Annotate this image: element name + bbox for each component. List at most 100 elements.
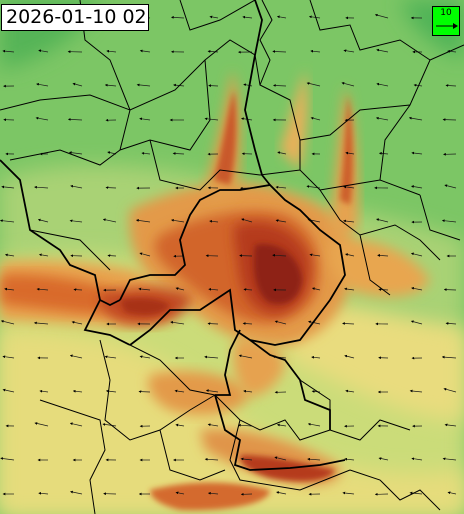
wind-arrow-icon — [345, 389, 355, 393]
wind-arrow-icon — [72, 389, 83, 393]
wind-arrow-icon — [139, 117, 151, 121]
wind-arrow-icon — [307, 457, 321, 461]
wind-arrow-icon — [38, 491, 49, 495]
wind-arrow-icon — [175, 287, 185, 291]
wind-arrow-icon — [310, 116, 321, 121]
wind-scale-legend: 10 — [432, 6, 460, 36]
wind-arrow-icon — [170, 320, 185, 325]
wind-arrow-icon — [38, 253, 49, 257]
wind-arrow-icon — [33, 321, 49, 325]
wind-arrow-icon — [70, 490, 83, 495]
wind-arrow-icon — [102, 218, 117, 223]
wind-arrow-icon — [311, 287, 321, 291]
wind-arrow-icon — [170, 16, 185, 19]
wind-arrow-icon — [139, 49, 151, 53]
wind-arrow-icon — [207, 423, 219, 427]
wind-arrow-icon — [1, 185, 15, 189]
wind-arrow-icon — [35, 116, 49, 121]
wind-arrow-icon — [237, 423, 253, 427]
wind-arrow-icon — [410, 320, 423, 325]
wind-arrow-icon — [376, 82, 389, 87]
wind-arrow-icon — [141, 151, 151, 155]
wind-arrow-icon — [345, 151, 355, 155]
wind-arrow-icon — [105, 389, 117, 393]
wind-arrow-icon — [34, 422, 49, 427]
wind-arrow-icon — [207, 491, 219, 495]
wind-arrow-icon — [104, 355, 117, 359]
wind-arrow-icon — [447, 491, 457, 495]
wind-arrow-icon — [2, 388, 15, 393]
wind-arrow-icon — [175, 423, 185, 427]
wind-arrow-icon — [172, 152, 185, 155]
wind-arrow-icon — [4, 287, 15, 291]
wind-arrow-icon — [276, 491, 287, 495]
wind-arrow-icon — [106, 49, 117, 53]
wind-arrow-icon — [341, 82, 355, 87]
timestamp-label: 2026-01-10 02 — [1, 4, 149, 31]
wind-arrow-icon — [0, 219, 15, 223]
wind-arrow-icon — [444, 423, 457, 427]
wind-arrow-icon — [2, 49, 15, 53]
wind-arrow-icon — [138, 287, 151, 291]
wind-arrow-icon — [277, 151, 287, 155]
wind-arrow-icon — [136, 83, 151, 87]
wind-arrow-icon — [442, 457, 457, 461]
wind-arrow-icon — [342, 322, 355, 325]
wind-arrow-icon — [139, 252, 151, 257]
wind-arrow-icon — [411, 286, 423, 291]
wind-arrow-icon — [408, 116, 423, 121]
wind-arrow-icon — [376, 48, 389, 53]
wind-arrow-icon — [69, 422, 83, 427]
wind-arrow-icon — [204, 117, 219, 121]
wind-arrow-icon — [441, 219, 457, 223]
wind-arrow-icon — [378, 457, 389, 461]
wind-arrow-icon — [0, 457, 15, 461]
wind-arrow-icon — [445, 322, 457, 325]
wind-arrow-icon — [242, 15, 253, 19]
wind-arrow-icon — [71, 321, 83, 325]
wind-arrow-icon — [375, 116, 389, 121]
wind-arrow-icon — [36, 82, 49, 87]
wind-arrow-icon — [276, 15, 287, 19]
wind-arrow-icon — [2, 355, 15, 359]
wind-arrow-icon — [378, 152, 389, 155]
wind-arrow-icon — [240, 457, 253, 461]
wind-arrow-icon — [377, 254, 389, 257]
wind-arrow-icon — [274, 456, 287, 461]
wind-arrow-icon — [345, 253, 355, 257]
wind-arrow-icon — [443, 387, 457, 393]
wind-arrow-icon — [204, 355, 219, 359]
wind-arrow-icon — [174, 389, 185, 393]
wind-arrow-icon — [374, 13, 389, 19]
wind-arrow-icon — [67, 118, 83, 121]
wind-arrow-icon — [209, 15, 219, 19]
wind-arrow-icon — [306, 82, 321, 87]
wind-arrow-icon — [344, 287, 355, 291]
wind-scale-value: 10 — [440, 8, 452, 18]
wind-arrow-icon — [409, 389, 423, 393]
wind-arrow-icon — [243, 389, 253, 393]
wind-arrow-icon — [344, 457, 355, 461]
wind-arrow-icon — [444, 184, 457, 189]
wind-arrow-icon — [311, 355, 321, 359]
wind-arrow-icon — [343, 185, 355, 189]
wind-arrow-icon — [241, 218, 253, 223]
wind-arrow-icon — [272, 253, 287, 257]
wind-arrow-icon — [205, 389, 219, 393]
wind-arrow-icon — [272, 84, 287, 87]
wind-arrow-icon — [4, 253, 15, 257]
wind-arrow-icon — [243, 288, 253, 291]
wind-arrow-icon — [208, 287, 219, 291]
wind-arrow-icon — [445, 84, 457, 87]
wind-arrow-icon — [410, 252, 423, 257]
wind-arrow-icon — [309, 253, 321, 257]
wind-arrow-icon — [343, 49, 355, 53]
wind-arrow-icon — [275, 185, 287, 189]
wind-arrow-icon — [204, 457, 219, 461]
wind-arrow-icon — [135, 219, 151, 223]
wind-arrow-icon — [36, 287, 49, 291]
